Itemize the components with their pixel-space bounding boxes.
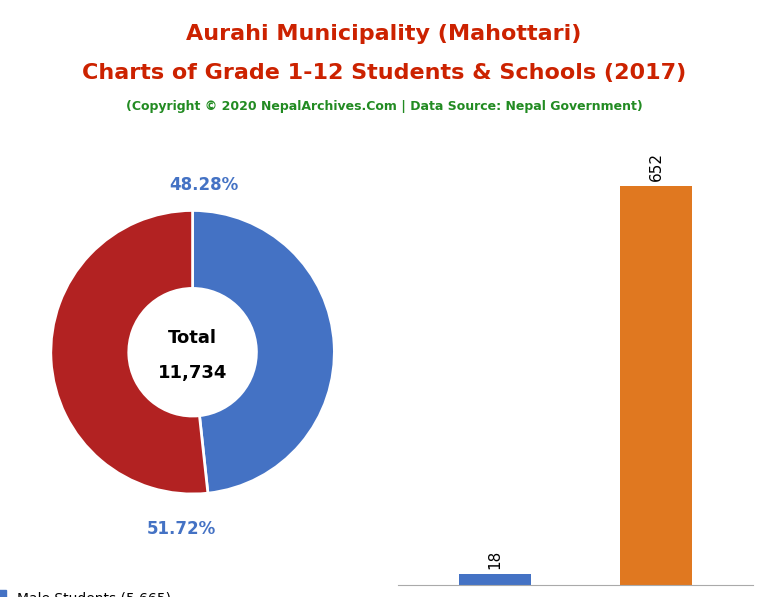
Text: 51.72%: 51.72% xyxy=(147,521,216,538)
Text: Aurahi Municipality (Mahottari): Aurahi Municipality (Mahottari) xyxy=(187,24,581,44)
Wedge shape xyxy=(51,211,208,494)
Text: 48.28%: 48.28% xyxy=(169,176,239,194)
Wedge shape xyxy=(193,211,334,493)
Bar xyxy=(620,186,692,585)
Text: Charts of Grade 1-12 Students & Schools (2017): Charts of Grade 1-12 Students & Schools … xyxy=(82,63,686,83)
Legend: Male Students (5,665), Female Students (6,069): Male Students (5,665), Female Students (… xyxy=(0,584,194,597)
Text: 652: 652 xyxy=(648,152,664,181)
Bar xyxy=(458,574,531,585)
Text: 11,734: 11,734 xyxy=(158,365,227,383)
Text: 18: 18 xyxy=(488,550,502,569)
Text: Total: Total xyxy=(168,329,217,347)
Text: (Copyright © 2020 NepalArchives.Com | Data Source: Nepal Government): (Copyright © 2020 NepalArchives.Com | Da… xyxy=(126,100,642,113)
